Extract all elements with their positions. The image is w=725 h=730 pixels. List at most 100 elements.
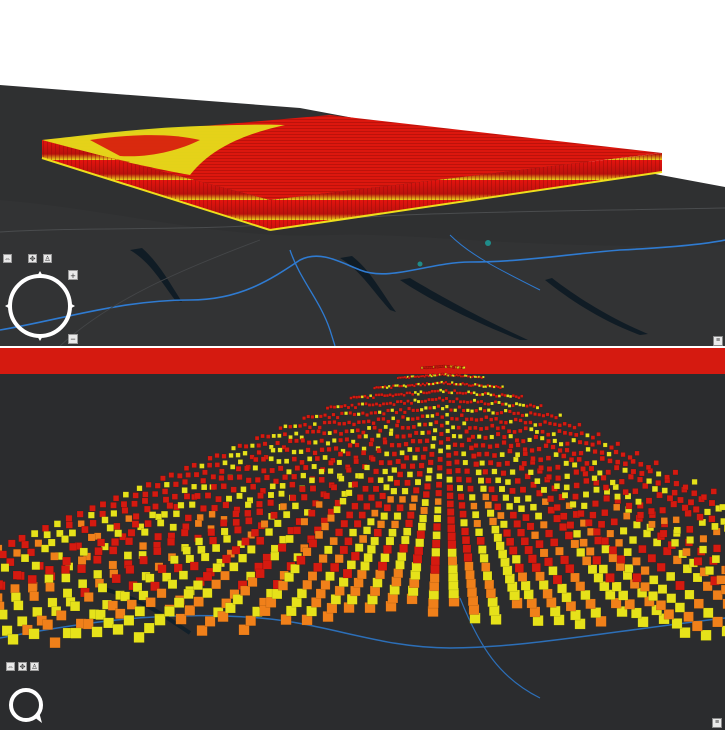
voxel-cube: [584, 460, 590, 467]
voxel-cube: [106, 524, 114, 532]
voxel-cube: [609, 445, 614, 450]
voxel-cube: [413, 384, 416, 388]
voxel-cube: [56, 529, 64, 538]
voxel-cube: [376, 417, 381, 422]
compass-arrow-icon[interactable]: [6, 685, 46, 725]
voxel-cube: [469, 400, 473, 404]
voxel-cube: [344, 411, 348, 416]
voxel-cube: [89, 505, 96, 512]
bottom-scene-canvas[interactable]: [0, 348, 725, 730]
voxel-cube: [461, 391, 465, 395]
voxel-cube: [178, 570, 189, 580]
voxel-cube: [247, 545, 256, 554]
voxel-cube: [546, 438, 551, 444]
voxel-cube: [298, 423, 303, 428]
voxel-cube: [448, 373, 452, 376]
voxel-cube: [670, 500, 678, 508]
voxel-cube: [450, 391, 454, 395]
voxel-cube: [308, 539, 318, 548]
voxel-cube: [111, 538, 120, 547]
voxel-cube: [576, 547, 586, 557]
voxel-cube: [565, 600, 577, 612]
compass-ring-icon[interactable]: [4, 270, 76, 342]
voxel-cube: [396, 419, 401, 424]
voxel-cube: [523, 589, 534, 600]
voxel-cube: [313, 440, 318, 445]
zoom-in-button[interactable]: +: [68, 270, 78, 281]
voxel-cube: [223, 534, 232, 543]
voxel-cube: [597, 520, 606, 528]
voxel-cube: [411, 392, 415, 396]
voxel-cube: [553, 503, 561, 511]
voxel-cube: [123, 615, 135, 626]
voxel-cube: [495, 411, 500, 416]
voxel-cube: [508, 419, 513, 424]
voxel-cube: [337, 451, 344, 457]
voxel-cube: [460, 518, 468, 527]
voxel-cube: [279, 482, 286, 489]
voxel-cube: [338, 431, 344, 437]
voxel-cube: [289, 481, 296, 488]
voxel-cube: [214, 462, 220, 468]
voxel-cube: [720, 517, 725, 525]
voxel-cube: [624, 599, 635, 610]
voxel-cube: [97, 538, 106, 547]
voxel-cube: [353, 405, 358, 410]
bottom-3d-view[interactable]: ⇔ ✥ ♙ ≡: [0, 348, 725, 730]
voxel-cube: [291, 502, 299, 510]
voxel-cube: [373, 468, 379, 475]
voxel-cube: [512, 429, 517, 435]
voxel-cube: [486, 402, 491, 406]
voxel-cube: [393, 479, 401, 487]
voxel-cube: [402, 393, 406, 397]
voxel-cube: [361, 430, 366, 435]
top-scene-canvas[interactable]: [0, 0, 725, 346]
voxel-cube: [612, 483, 619, 491]
voxel-cube: [291, 456, 297, 462]
voxel-cube: [476, 434, 482, 439]
voxel-cube: [383, 504, 391, 512]
voxel-cube: [211, 543, 221, 553]
voxel-cube: [366, 419, 371, 424]
voxel-cube: [231, 445, 236, 451]
voxel-cube: [278, 580, 289, 591]
voxel-cube: [491, 468, 498, 475]
voxel-cube: [374, 402, 379, 406]
voxel-cube: [646, 478, 653, 484]
voxel-cube: [444, 380, 448, 384]
voxel-cube: [93, 569, 103, 579]
voxel-cube: [489, 605, 500, 616]
voxel-cube: [18, 534, 26, 542]
voxel-cube: [567, 423, 572, 428]
walk-mode-button[interactable]: ♙: [43, 254, 52, 263]
navigate-mode-button[interactable]: ✥: [28, 254, 37, 263]
navigate-mode-button[interactable]: ✥: [18, 662, 27, 671]
voxel-cube: [476, 536, 485, 546]
voxel-cube: [478, 426, 484, 432]
voxel-cube: [127, 528, 136, 537]
voxel-cube: [197, 545, 206, 554]
voxel-cube: [65, 521, 73, 529]
voxel-cube: [432, 405, 437, 410]
voxel-cube: [194, 519, 203, 528]
voxel-cube: [120, 500, 128, 508]
voxel-cube: [476, 451, 482, 457]
pan-mode-button[interactable]: ⇔: [3, 254, 12, 263]
attribution-toggle-button[interactable]: ≡: [712, 718, 722, 728]
voxel-cube: [168, 472, 175, 478]
pan-mode-button[interactable]: ⇔: [6, 662, 15, 671]
top-3d-view[interactable]: ⇔ ✥ ♙ + − ≡: [0, 0, 725, 346]
voxel-cube: [486, 509, 495, 518]
voxel-cube: [310, 429, 316, 434]
zoom-out-button[interactable]: −: [68, 334, 78, 344]
voxel-cube: [415, 538, 425, 548]
voxel-cube: [470, 434, 476, 440]
voxel-cube: [463, 553, 473, 562]
voxel-cube: [99, 510, 107, 518]
walk-mode-button[interactable]: ♙: [30, 662, 39, 671]
attribution-toggle-button[interactable]: ≡: [713, 336, 723, 346]
voxel-cube: [536, 489, 543, 497]
voxel-cube: [0, 609, 8, 620]
voxel-cube: [571, 437, 576, 443]
voxel-cube: [103, 617, 114, 629]
